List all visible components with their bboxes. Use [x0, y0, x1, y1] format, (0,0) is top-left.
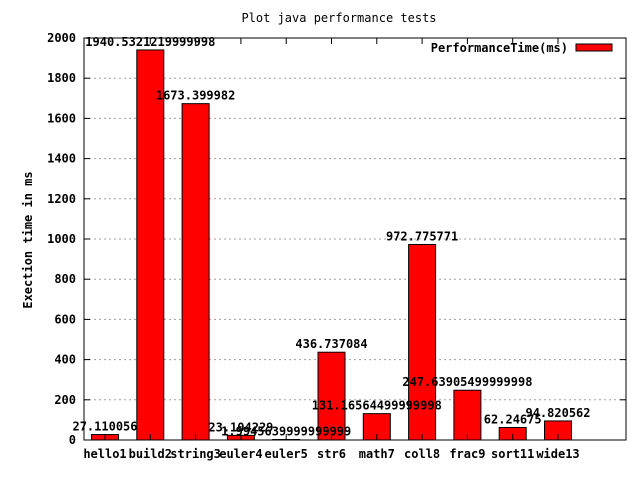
- data-label-euler5: 1.9945639999999999: [221, 425, 351, 439]
- bar-string3: [181, 103, 210, 441]
- data-label-coll8: 972.775771: [386, 229, 458, 243]
- data-label-string3: 1673.399982: [156, 89, 235, 103]
- x-tick-label-string3: string3: [170, 447, 221, 461]
- data-label-sort11: 62.24675: [484, 412, 542, 426]
- legend: PerformanceTime(ms): [431, 41, 613, 55]
- legend-label-performance-time: PerformanceTime(ms): [431, 41, 568, 55]
- x-tick-label-frac9: frac9: [449, 447, 485, 461]
- y-axis-label: Exection time in ms: [21, 171, 35, 308]
- data-label-euler4: 23.104229: [208, 420, 273, 434]
- data-label-hello1: 27.110056: [72, 420, 137, 434]
- x-tick-label-coll8: coll8: [404, 447, 440, 461]
- x-tick-label-math7: math7: [359, 447, 395, 461]
- x-tick-label-str6: str6: [317, 447, 346, 461]
- bar-coll8: [408, 243, 437, 441]
- y-tick-label: 1400: [47, 152, 76, 166]
- x-tick-label-euler4: euler4: [219, 447, 262, 461]
- x-tick-label-wide13: wide13: [536, 447, 579, 461]
- data-label-wide13: 94.820562: [525, 406, 590, 420]
- y-tick-label: 1600: [47, 111, 76, 125]
- y-tick-label: 1200: [47, 192, 76, 206]
- y-tick-label: 1000: [47, 232, 76, 246]
- chart-title: Plot java performance tests: [241, 11, 436, 25]
- x-tick-label-build2: build2: [129, 447, 172, 461]
- y-tick-label: 400: [54, 353, 76, 367]
- bar-build2: [136, 49, 165, 441]
- data-labels: 27.110056 1940.5321219999998 1673.399982 23…: [72, 35, 590, 439]
- legend-swatch: [575, 43, 613, 52]
- y-tick-label: 0: [69, 433, 76, 447]
- data-label-math7: 131.16564499999998: [312, 399, 442, 413]
- data-label-frac9: 247.63905499999998: [402, 375, 532, 389]
- y-tick-label: 200: [54, 393, 76, 407]
- x-tick-label-euler5: euler5: [265, 447, 308, 461]
- bar-frac9: [453, 389, 482, 441]
- data-label-str6: 436.737084: [295, 337, 367, 351]
- bar-str6: [317, 351, 346, 441]
- y-tick-label: 1800: [47, 71, 76, 85]
- axis-ticks: 0 200 400 600 800 1000 1200 1400 1600 1800 2000 hel…: [47, 31, 626, 461]
- y-tick-label: 600: [54, 312, 76, 326]
- x-tick-label-hello1: hello1: [83, 447, 126, 461]
- x-tick-label-sort11: sort11: [491, 447, 534, 461]
- y-tick-label: 800: [54, 272, 76, 286]
- data-label-build2: 1940.5321219999998: [85, 35, 215, 49]
- gridlines: [84, 77, 626, 401]
- y-tick-label: 2000: [47, 31, 76, 45]
- bars: [91, 49, 572, 441]
